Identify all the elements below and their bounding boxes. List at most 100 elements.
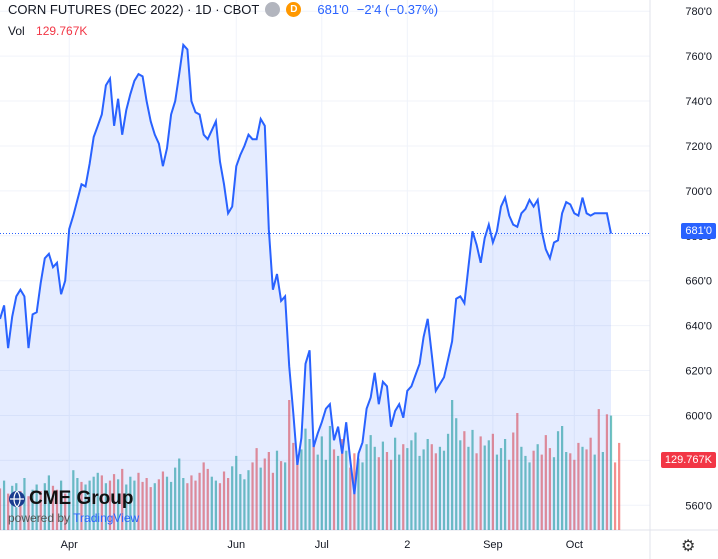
y-axis: 780'0760'0740'0720'0700'0680'0660'0640'0… <box>685 6 712 512</box>
volume-bar <box>19 491 22 530</box>
volume-value: 129.767K <box>36 24 88 38</box>
volume-bar <box>471 429 474 530</box>
volume-bar <box>332 449 336 530</box>
x-tick-label: Sep <box>483 539 503 551</box>
volume-bar <box>336 455 340 530</box>
volume-bar <box>438 446 442 530</box>
status-dot-icon <box>265 2 281 17</box>
volume-bar <box>161 471 165 530</box>
branding[interactable]: CME Group powered by TradingView <box>8 488 139 525</box>
tradingview-link[interactable]: TradingView <box>73 511 140 525</box>
volume-bar <box>104 483 108 530</box>
volume-bar <box>222 471 226 530</box>
volume-bar <box>255 448 258 530</box>
volume-bar <box>23 478 26 530</box>
volume-bar <box>593 454 596 530</box>
volume-bar <box>51 485 55 530</box>
volume-bar <box>577 442 580 530</box>
volume-bar <box>259 467 262 530</box>
volume-bar <box>495 454 499 530</box>
volume-bar <box>528 462 531 530</box>
volume-bar <box>565 452 568 530</box>
volume-bar <box>377 457 380 530</box>
volume-bar <box>369 435 372 530</box>
volume-bar <box>27 496 30 530</box>
y-tick-label: 640'0 <box>685 321 712 333</box>
volume-bar <box>324 459 327 530</box>
volume-bar <box>210 476 213 530</box>
volume-label: Vol <box>8 24 25 38</box>
volume-bar <box>508 459 511 530</box>
volume-bar <box>275 450 279 530</box>
y-tick-label: 560'0 <box>685 500 712 512</box>
y-tick-label: 700'0 <box>685 186 712 198</box>
volume-bar <box>165 476 169 530</box>
volume-bar <box>55 489 59 530</box>
volume-bar <box>414 432 417 530</box>
volume-bar <box>226 478 230 530</box>
price-change: −2'4 (−0.37%) <box>356 2 439 17</box>
cme-logo: CME Group <box>8 488 139 510</box>
volume-bar <box>11 485 14 530</box>
volume-bar <box>556 431 560 530</box>
volume-bar <box>479 436 482 530</box>
price-line <box>0 42 612 495</box>
volume-bar <box>459 440 462 530</box>
volume-bar <box>43 483 46 530</box>
gear-icon[interactable]: ⚙ <box>681 538 696 555</box>
volume-bar <box>133 480 136 530</box>
volume-bar <box>92 476 95 530</box>
volume-bar <box>288 400 291 530</box>
volume-bar <box>605 414 609 530</box>
volume-bar <box>312 445 315 530</box>
x-axis: Apr Jun Jul 2 Sep Oct <box>61 539 583 551</box>
volume-bar <box>455 418 458 530</box>
volume-bar <box>267 452 270 530</box>
volume-bar <box>59 480 63 530</box>
volume-bar <box>532 450 535 530</box>
volume-bar <box>373 446 376 530</box>
volume-bar <box>349 467 352 530</box>
x-tick-label: 2 <box>404 539 410 551</box>
volume-bar <box>271 472 275 530</box>
volume-bar <box>76 478 79 530</box>
volume-bar <box>68 491 71 530</box>
powered-by: powered by TradingView <box>8 511 139 525</box>
volume-bar <box>389 459 393 530</box>
price-axis-tag: 681'0 <box>681 223 716 239</box>
volume-bar <box>186 483 189 530</box>
volume-bar <box>121 468 124 530</box>
volume-bar <box>544 435 547 530</box>
volume-bar <box>422 449 425 530</box>
volume-bar <box>117 479 120 530</box>
volume-bar <box>304 428 307 530</box>
delayed-badge: D <box>286 2 302 17</box>
volume-bar <box>398 454 401 530</box>
volume-bar <box>381 441 385 530</box>
volume-bar <box>96 472 99 530</box>
volume-bar <box>194 480 197 530</box>
volume-bar <box>84 484 87 530</box>
volume-bar <box>524 455 527 530</box>
volume-bar <box>129 476 132 530</box>
volume-bar <box>206 468 209 530</box>
volume-bar <box>385 452 389 530</box>
volume-bar <box>247 470 250 530</box>
volume-bar <box>512 432 515 530</box>
brand-name: CME Group <box>29 488 134 509</box>
volume-bar <box>516 413 519 530</box>
volume-bar <box>520 446 523 530</box>
volume-bar <box>308 439 311 530</box>
y-tick-label: 740'0 <box>685 96 712 108</box>
volume-bar <box>153 483 156 530</box>
volume-bar <box>491 433 494 530</box>
volume-bar <box>149 487 152 530</box>
volume-bar <box>365 444 368 530</box>
volume-bar <box>316 454 319 530</box>
volume-bar <box>296 454 299 530</box>
x-tick-label: Jul <box>315 539 329 551</box>
volume-bar <box>463 431 466 530</box>
volume-bar <box>178 458 181 530</box>
x-tick-label: Apr <box>61 539 78 551</box>
